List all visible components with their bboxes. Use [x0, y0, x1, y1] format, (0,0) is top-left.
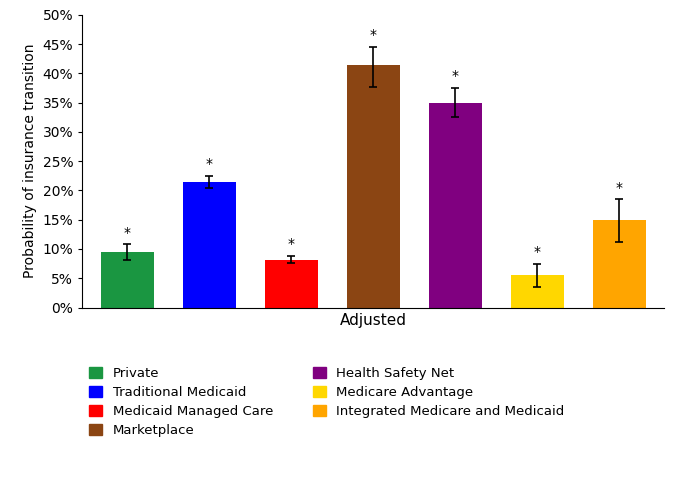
- Text: *: *: [288, 237, 295, 251]
- Text: *: *: [124, 226, 131, 240]
- X-axis label: Adjusted: Adjusted: [340, 313, 407, 328]
- Text: *: *: [534, 245, 541, 259]
- Bar: [264, 259, 318, 308]
- Text: *: *: [452, 69, 459, 83]
- Y-axis label: Probability of insurance transition: Probability of insurance transition: [23, 44, 37, 278]
- Legend: Private, Traditional Medicaid, Medicaid Managed Care, Marketplace, Health Safety: Private, Traditional Medicaid, Medicaid …: [89, 367, 564, 436]
- Bar: [183, 182, 236, 308]
- Bar: [593, 220, 646, 308]
- Text: *: *: [370, 28, 377, 42]
- Bar: [429, 103, 482, 308]
- Text: *: *: [206, 157, 213, 171]
- Text: *: *: [616, 181, 623, 194]
- Bar: [101, 252, 154, 308]
- Bar: [347, 64, 400, 308]
- Bar: [511, 275, 564, 308]
